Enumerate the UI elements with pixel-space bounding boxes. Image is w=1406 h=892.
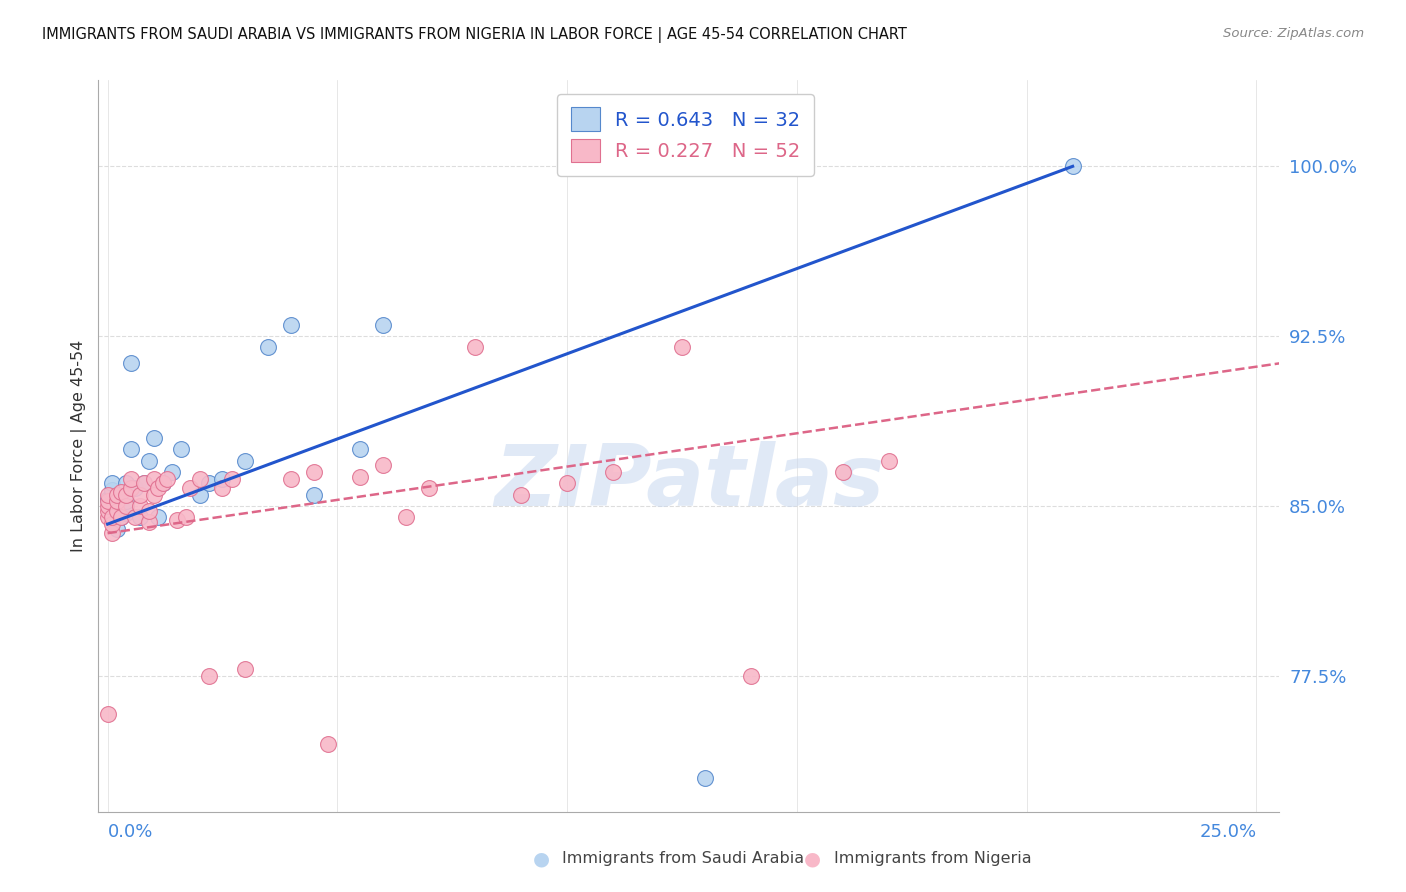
Point (510, 488, 533, 502)
Text: Immigrants from Saudi Arabia: Immigrants from Saudi Arabia (562, 852, 804, 866)
Point (138, 454, 160, 468)
Point (179, 481, 201, 495)
Point (304, 465, 326, 479)
Point (280, 472, 302, 486)
Point (166, 513, 188, 527)
Point (373, 458, 395, 473)
Point (188, 488, 211, 502)
Point (831, 465, 853, 479)
Point (316, 737, 339, 751)
Point (235, 662, 257, 676)
Point (221, 472, 243, 486)
Text: 0.0%: 0.0% (108, 823, 153, 841)
Point (110, 499, 132, 513)
Point (602, 465, 624, 479)
Point (1062, 159, 1084, 173)
Point (128, 499, 150, 513)
Point (740, 669, 762, 683)
Point (142, 472, 165, 486)
Point (105, 522, 128, 536)
Point (115, 476, 138, 491)
Text: ZIPatlas: ZIPatlas (494, 441, 884, 524)
Point (138, 503, 160, 517)
Point (97, 503, 120, 517)
Point (555, 476, 578, 491)
Point (115, 488, 138, 502)
Point (97, 707, 120, 722)
Point (115, 506, 138, 520)
Point (120, 442, 142, 457)
Point (197, 476, 219, 491)
Point (395, 510, 418, 524)
Point (101, 510, 124, 524)
Point (97, 488, 120, 502)
Point (280, 318, 302, 332)
Point (101, 526, 124, 541)
Point (110, 510, 132, 524)
Point (105, 503, 128, 517)
Point (188, 472, 211, 486)
Text: ●: ● (804, 849, 821, 869)
Point (115, 499, 138, 513)
Point (373, 318, 395, 332)
Point (146, 481, 169, 495)
Text: IMMIGRANTS FROM SAUDI ARABIA VS IMMIGRANTS FROM NIGERIA IN LABOR FORCE | AGE 45-: IMMIGRANTS FROM SAUDI ARABIA VS IMMIGRAN… (42, 27, 907, 43)
Point (464, 341, 486, 355)
Point (134, 476, 156, 491)
Point (142, 488, 165, 502)
Point (120, 481, 142, 495)
Point (101, 488, 124, 502)
Point (97, 494, 120, 508)
Point (349, 469, 371, 483)
Point (128, 488, 150, 502)
Point (257, 341, 280, 355)
Point (115, 494, 138, 508)
Point (152, 476, 174, 491)
Point (101, 476, 124, 491)
Legend: R = 0.643   N = 32, R = 0.227   N = 52: R = 0.643 N = 32, R = 0.227 N = 52 (557, 94, 814, 176)
Point (97, 492, 120, 507)
Point (349, 442, 371, 457)
Point (418, 481, 440, 495)
Point (138, 515, 160, 529)
Point (101, 483, 124, 498)
Point (197, 669, 219, 683)
Point (101, 517, 124, 532)
Point (211, 481, 233, 495)
Point (105, 488, 128, 502)
Point (170, 442, 193, 457)
Point (124, 510, 146, 524)
Point (235, 454, 257, 468)
Text: ●: ● (533, 849, 550, 869)
Point (160, 465, 183, 479)
Point (97, 510, 120, 524)
Point (105, 494, 128, 508)
Point (671, 341, 693, 355)
Point (693, 771, 716, 785)
Point (128, 510, 150, 524)
Point (120, 356, 142, 370)
Point (174, 510, 197, 524)
Point (146, 510, 169, 524)
Point (110, 510, 132, 524)
Point (134, 476, 156, 491)
Point (142, 431, 165, 445)
Point (97, 499, 120, 513)
Point (304, 488, 326, 502)
Point (120, 472, 142, 486)
Point (877, 454, 900, 468)
Text: Immigrants from Nigeria: Immigrants from Nigeria (834, 852, 1032, 866)
Point (156, 472, 179, 486)
Text: Source: ZipAtlas.com: Source: ZipAtlas.com (1223, 27, 1364, 40)
Y-axis label: In Labor Force | Age 45-54: In Labor Force | Age 45-54 (72, 340, 87, 552)
Point (124, 481, 146, 495)
Text: 25.0%: 25.0% (1199, 823, 1257, 841)
Point (211, 472, 233, 486)
Point (152, 476, 174, 491)
Point (110, 485, 132, 500)
